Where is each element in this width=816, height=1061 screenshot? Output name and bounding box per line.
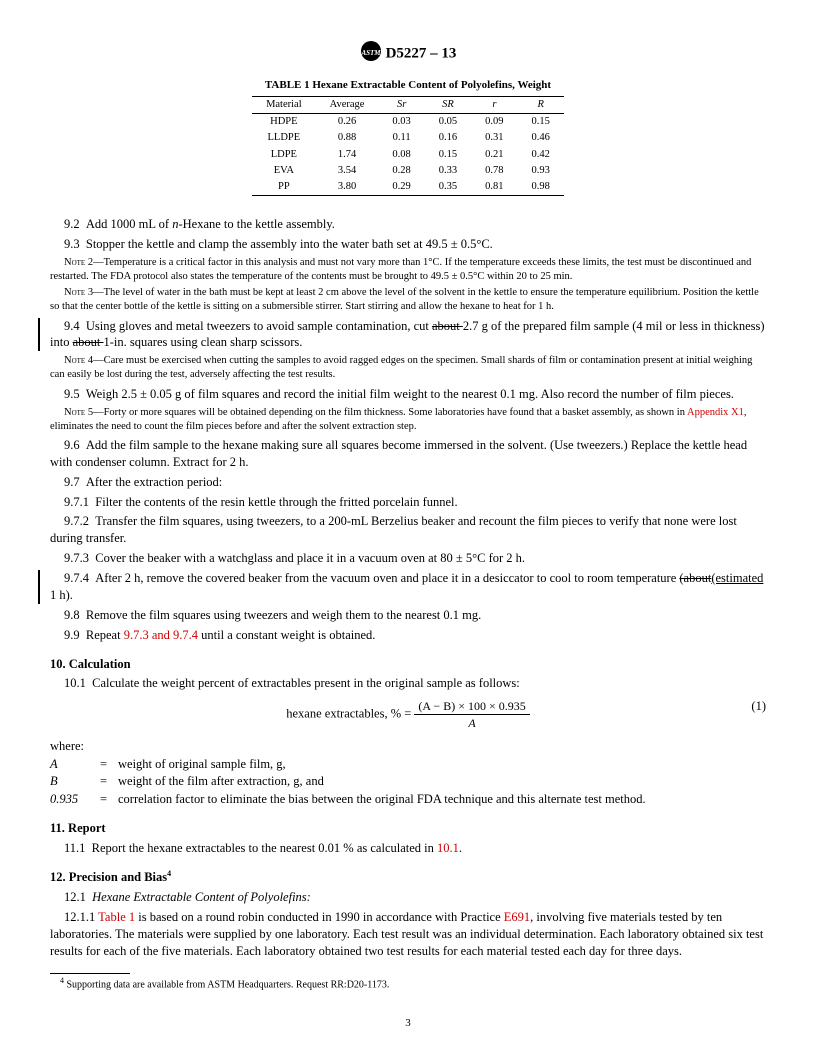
para-9-6: 9.6 Add the film sample to the hexane ma… — [50, 437, 766, 471]
para-9-7: 9.7 After the extraction period: — [50, 474, 766, 491]
note-4: Note 4—Care must be exercised when cutti… — [50, 354, 766, 382]
data-table: MaterialAverageSrSRrR HDPE0.260.030.050.… — [252, 96, 564, 196]
table-header: Material — [252, 97, 316, 114]
footnote-rule — [50, 973, 130, 974]
table-row: LLDPE0.880.110.160.310.46 — [252, 130, 564, 146]
where-row: A=weight of original sample film, g, — [50, 756, 766, 773]
table-header: R — [518, 97, 564, 114]
link-e691[interactable]: E691 — [504, 910, 530, 924]
para-11-1: 11.1 Report the hexane extractables to t… — [50, 840, 766, 857]
table-row: PP3.800.290.350.810.98 — [252, 179, 564, 196]
para-9-7-1: 9.7.1 Filter the contents of the resin k… — [50, 494, 766, 511]
astm-logo-icon: ASTM — [360, 40, 382, 68]
table-caption: TABLE 1 Hexane Extractable Content of Po… — [50, 78, 766, 93]
para-9-4: 9.4 Using gloves and metal tweezers to a… — [50, 318, 766, 352]
footnote-4: 4 Supporting data are available from AST… — [50, 976, 766, 992]
para-12-1: 12.1 Hexane Extractable Content of Polyo… — [50, 889, 766, 906]
table-header: Average — [316, 97, 379, 114]
table-row: HDPE0.260.030.050.090.15 — [252, 114, 564, 131]
para-10-1: 10.1 Calculate the weight percent of ext… — [50, 675, 766, 692]
para-9-8: 9.8 Remove the film squares using tweeze… — [50, 607, 766, 624]
section-12-head: 12. Precision and Bias4 — [50, 869, 766, 886]
table-header: SR — [425, 97, 471, 114]
svg-text:ASTM: ASTM — [360, 49, 381, 57]
link-appendix-x1[interactable]: Appendix X1 — [687, 407, 744, 418]
page-header: ASTM D5227 – 13 — [50, 40, 766, 68]
para-9-5: 9.5 Weigh 2.5 ± 0.05 g of film squares a… — [50, 386, 766, 403]
section-11-head: 11. Report — [50, 820, 766, 837]
table-header: Sr — [378, 97, 424, 114]
para-9-7-3: 9.7.3 Cover the beaker with a watchglass… — [50, 550, 766, 567]
link-10-1[interactable]: 10.1 — [437, 841, 459, 855]
table-row: LDPE1.740.080.150.210.42 — [252, 147, 564, 163]
note-3: Note 3—The level of water in the bath mu… — [50, 286, 766, 314]
para-12-1-1: 12.1.1 Table 1 is based on a round robin… — [50, 909, 766, 960]
page-number: 3 — [50, 1016, 766, 1031]
link-9-7-3[interactable]: 9.7.3 and 9.7.4 — [124, 628, 198, 642]
section-10-head: 10. Calculation — [50, 656, 766, 673]
para-9-3: 9.3 Stopper the kettle and clamp the ass… — [50, 236, 766, 253]
note-5: Note 5—Forty or more squares will be obt… — [50, 406, 766, 434]
designation: D5227 – 13 — [386, 46, 457, 62]
table-row: EVA3.540.280.330.780.93 — [252, 163, 564, 179]
para-9-9: 9.9 Repeat 9.7.3 and 9.7.4 until a const… — [50, 627, 766, 644]
para-9-2: 9.2 Add 1000 mL of n-Hexane to the kettl… — [50, 216, 766, 233]
link-table-1[interactable]: Table 1 — [98, 910, 135, 924]
table-header: r — [471, 97, 517, 114]
changebar-9-7-4: 9.7.4 After 2 h, remove the covered beak… — [38, 570, 766, 604]
equation-1: hexane extractables, % = (A − B) × 100 ×… — [50, 698, 766, 731]
where-block: where: A=weight of original sample film,… — [50, 738, 766, 809]
changebar-9-4: 9.4 Using gloves and metal tweezers to a… — [38, 318, 766, 352]
para-9-7-4: 9.7.4 After 2 h, remove the covered beak… — [50, 570, 766, 604]
para-9-7-2: 9.7.2 Transfer the film squares, using t… — [50, 513, 766, 547]
where-row: 0.935=correlation factor to eliminate th… — [50, 791, 766, 808]
note-2: Note 2—Temperature is a critical factor … — [50, 256, 766, 284]
where-row: B=weight of the film after extraction, g… — [50, 773, 766, 790]
